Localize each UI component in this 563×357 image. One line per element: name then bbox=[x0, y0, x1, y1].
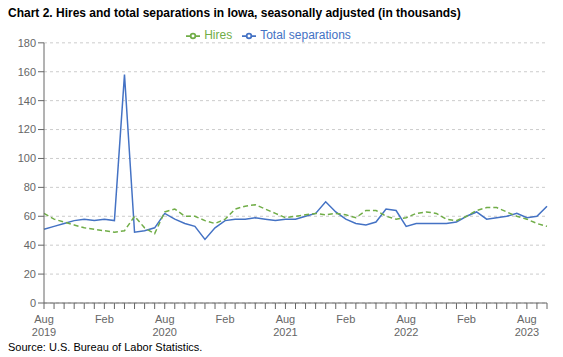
svg-text:20: 20 bbox=[24, 268, 36, 280]
svg-text:120: 120 bbox=[18, 123, 36, 135]
svg-text:Feb: Feb bbox=[457, 313, 476, 325]
svg-text:180: 180 bbox=[18, 37, 36, 49]
svg-text:Aug2019: Aug2019 bbox=[32, 313, 56, 338]
svg-text:60: 60 bbox=[24, 210, 36, 222]
svg-text:Feb: Feb bbox=[95, 313, 114, 325]
html-text:Chart 2. Hires and total separ: Chart 2. Hires and total separations in … bbox=[8, 6, 461, 20]
svg-text:140: 140 bbox=[18, 95, 36, 107]
svg-text:Aug2020: Aug2020 bbox=[152, 313, 176, 338]
html-text:Total separations: Total separations bbox=[260, 28, 351, 42]
svg-text:Aug2021: Aug2021 bbox=[273, 313, 297, 338]
svg-text:Aug2022: Aug2022 bbox=[394, 313, 418, 338]
svg-text:0: 0 bbox=[30, 297, 36, 309]
svg-text:Feb: Feb bbox=[336, 313, 355, 325]
html-text:Hires: Hires bbox=[204, 28, 233, 42]
svg-text:Feb: Feb bbox=[216, 313, 235, 325]
svg-text:160: 160 bbox=[18, 66, 36, 78]
svg-text:100: 100 bbox=[18, 152, 36, 164]
html-text:Source: U.S. Bureau of Labor S: Source: U.S. Bureau of Labor Statistics. bbox=[8, 341, 203, 353]
svg-text:Aug2023: Aug2023 bbox=[515, 313, 539, 338]
svg-text:40: 40 bbox=[24, 239, 36, 251]
svg-text:80: 80 bbox=[24, 181, 36, 193]
